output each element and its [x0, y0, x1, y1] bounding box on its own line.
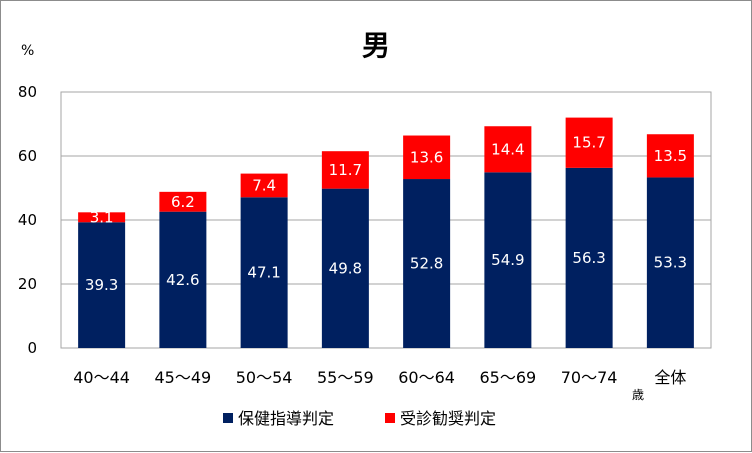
y-tick-label: 80	[18, 83, 37, 101]
chart-title: 男	[362, 29, 390, 62]
y-tick-label: 20	[18, 275, 37, 293]
legend-swatch	[385, 413, 395, 423]
bar-jushin-kansho	[240, 173, 288, 198]
data-label: 47.1	[247, 264, 280, 282]
y-axis-unit: %	[21, 43, 34, 59]
data-label: 15.7	[572, 134, 605, 152]
y-tick-label: 60	[18, 147, 37, 165]
bar-jushin-kansho	[646, 134, 694, 178]
data-label: 7.4	[252, 176, 276, 194]
x-tick-label: 全体	[654, 368, 686, 387]
x-tick-label: 55～59	[317, 368, 374, 387]
bar-hoken-shido	[321, 188, 369, 348]
bar-hoken-shido	[565, 167, 613, 348]
bar-hoken-shido	[484, 172, 532, 348]
data-label: 52.8	[410, 255, 443, 273]
x-tick-label: 40～44	[73, 368, 130, 387]
legend-swatch	[223, 413, 233, 423]
data-label: 11.7	[329, 161, 362, 179]
bar-hoken-shido	[403, 179, 451, 348]
bar-hoken-shido	[78, 222, 126, 348]
data-label: 3.1	[90, 208, 114, 226]
bar-hoken-shido	[240, 197, 288, 348]
x-tick-label: 60～64	[398, 368, 455, 387]
bar-jushin-kansho	[78, 212, 126, 223]
x-tick-label: 70～74	[561, 368, 618, 387]
data-label: 13.6	[410, 148, 443, 166]
x-tick-label: 65～69	[480, 368, 537, 387]
legend-label: 受診勧奨判定	[400, 409, 496, 428]
data-label: 13.5	[654, 147, 687, 165]
data-label: 54.9	[491, 251, 524, 269]
bar-jushin-kansho	[321, 151, 369, 189]
bar-hoken-shido	[159, 211, 207, 348]
y-tick-label: 0	[27, 339, 37, 357]
y-tick-label: 40	[18, 211, 37, 229]
data-label: 6.2	[171, 193, 195, 211]
legend-label: 保健指導判定	[238, 409, 334, 428]
bar-jushin-kansho	[159, 191, 207, 212]
data-label: 49.8	[329, 259, 362, 277]
data-label: 53.3	[654, 254, 687, 272]
data-label: 14.4	[491, 140, 524, 158]
bar-jushin-kansho	[484, 126, 532, 173]
x-tick-label: 45～49	[155, 368, 212, 387]
x-axis-unit: 歳	[632, 388, 644, 402]
x-tick-label: 50～54	[236, 368, 293, 387]
bar-jushin-kansho	[403, 135, 451, 180]
bar-hoken-shido	[646, 177, 694, 348]
data-label: 39.3	[85, 276, 118, 294]
data-label: 42.6	[166, 271, 199, 289]
bar-jushin-kansho	[565, 117, 613, 168]
data-label: 56.3	[572, 249, 605, 267]
